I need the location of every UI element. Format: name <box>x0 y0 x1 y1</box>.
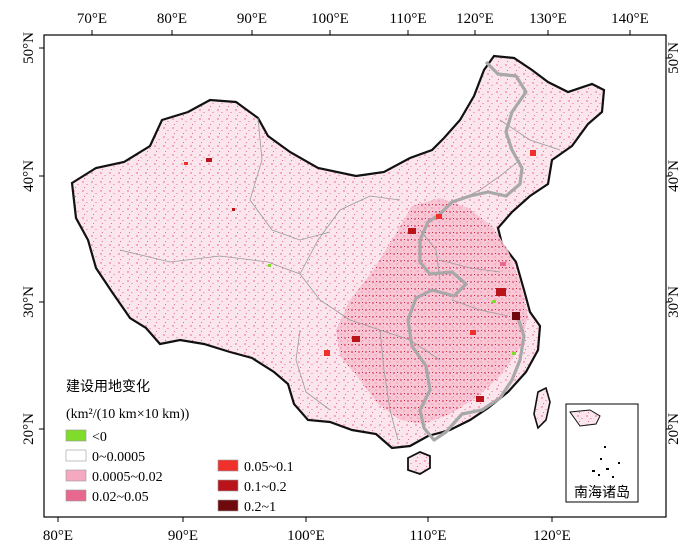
legend-title: 建设用地变化 <box>66 379 150 395</box>
change-hotspots <box>184 150 536 402</box>
legend: 建设用地变化 (km²/(10 km×10 km)) <0 0~0.0005 0… <box>65 379 294 515</box>
legend-label-0.02-0.05: 0.02~0.05 <box>92 490 149 505</box>
legend-swatch-0.02-0.05 <box>65 489 87 502</box>
legend-swatch-negative <box>65 429 87 442</box>
bottom-tick-110e: 110°E <box>409 528 446 544</box>
top-tick-70e: 70°E <box>77 11 107 27</box>
bottom-axis: 80°E 90°E 100°E 110°E 120°E <box>43 517 571 544</box>
legend-swatch-0.1-0.2 <box>217 479 239 492</box>
bottom-tick-80e: 80°E <box>43 528 73 544</box>
bottom-tick-120e: 120°E <box>533 528 571 544</box>
top-tick-120e: 120°E <box>456 11 494 27</box>
legend-swatch-0.05-0.1 <box>217 459 239 472</box>
left-axis: 50°N 40°N 30°N 20°N <box>21 32 44 445</box>
top-tick-110e: 110°E <box>389 11 426 27</box>
right-tick-30n: 30°N <box>666 286 682 318</box>
south-china-sea-inset: 南海诸岛 <box>565 403 639 503</box>
inset-label: 南海诸岛 <box>574 485 630 501</box>
legend-swatch-0.0005-0.02 <box>65 469 87 482</box>
bottom-tick-100e: 100°E <box>287 528 325 544</box>
taiwan-island <box>533 386 551 430</box>
legend-label-0.05-0.1: 0.05~0.1 <box>244 460 294 475</box>
top-tick-140e: 140°E <box>611 11 649 27</box>
right-axis: 50°N 40°N 30°N 20°N <box>666 42 682 445</box>
left-tick-40n: 40°N <box>21 160 37 192</box>
right-tick-40n: 40°N <box>666 160 682 192</box>
legend-label-0.2-1: 0.2~1 <box>244 500 276 515</box>
left-tick-50n: 50°N <box>21 32 37 64</box>
top-tick-90e: 90°E <box>237 11 267 27</box>
legend-swatch-0.2-1 <box>217 499 239 512</box>
hu-line-boundary <box>406 60 528 442</box>
hainan-island <box>407 451 431 475</box>
top-tick-130e: 130°E <box>529 11 567 27</box>
left-tick-30n: 30°N <box>21 286 37 318</box>
legend-label-0-0.0005: 0~0.0005 <box>92 450 145 465</box>
right-tick-20n: 20°N <box>666 413 682 445</box>
legend-label-negative: <0 <box>92 430 107 445</box>
top-tick-80e: 80°E <box>157 11 187 27</box>
provincial-borders <box>119 117 561 441</box>
top-tick-100e: 100°E <box>311 11 349 27</box>
legend-swatch-0-0.0005 <box>65 449 87 462</box>
left-tick-20n: 20°N <box>21 413 37 445</box>
bottom-tick-90e: 90°E <box>168 528 198 544</box>
legend-label-0.1-0.2: 0.1~0.2 <box>244 480 287 495</box>
legend-unit: (km²/(10 km×10 km)) <box>66 407 190 422</box>
right-tick-50n: 50°N <box>666 42 682 74</box>
legend-label-0.0005-0.02: 0.0005~0.02 <box>92 470 163 485</box>
top-axis: 70°E 80°E 90°E 100°E 110°E 120°E 130°E 1… <box>77 11 649 35</box>
